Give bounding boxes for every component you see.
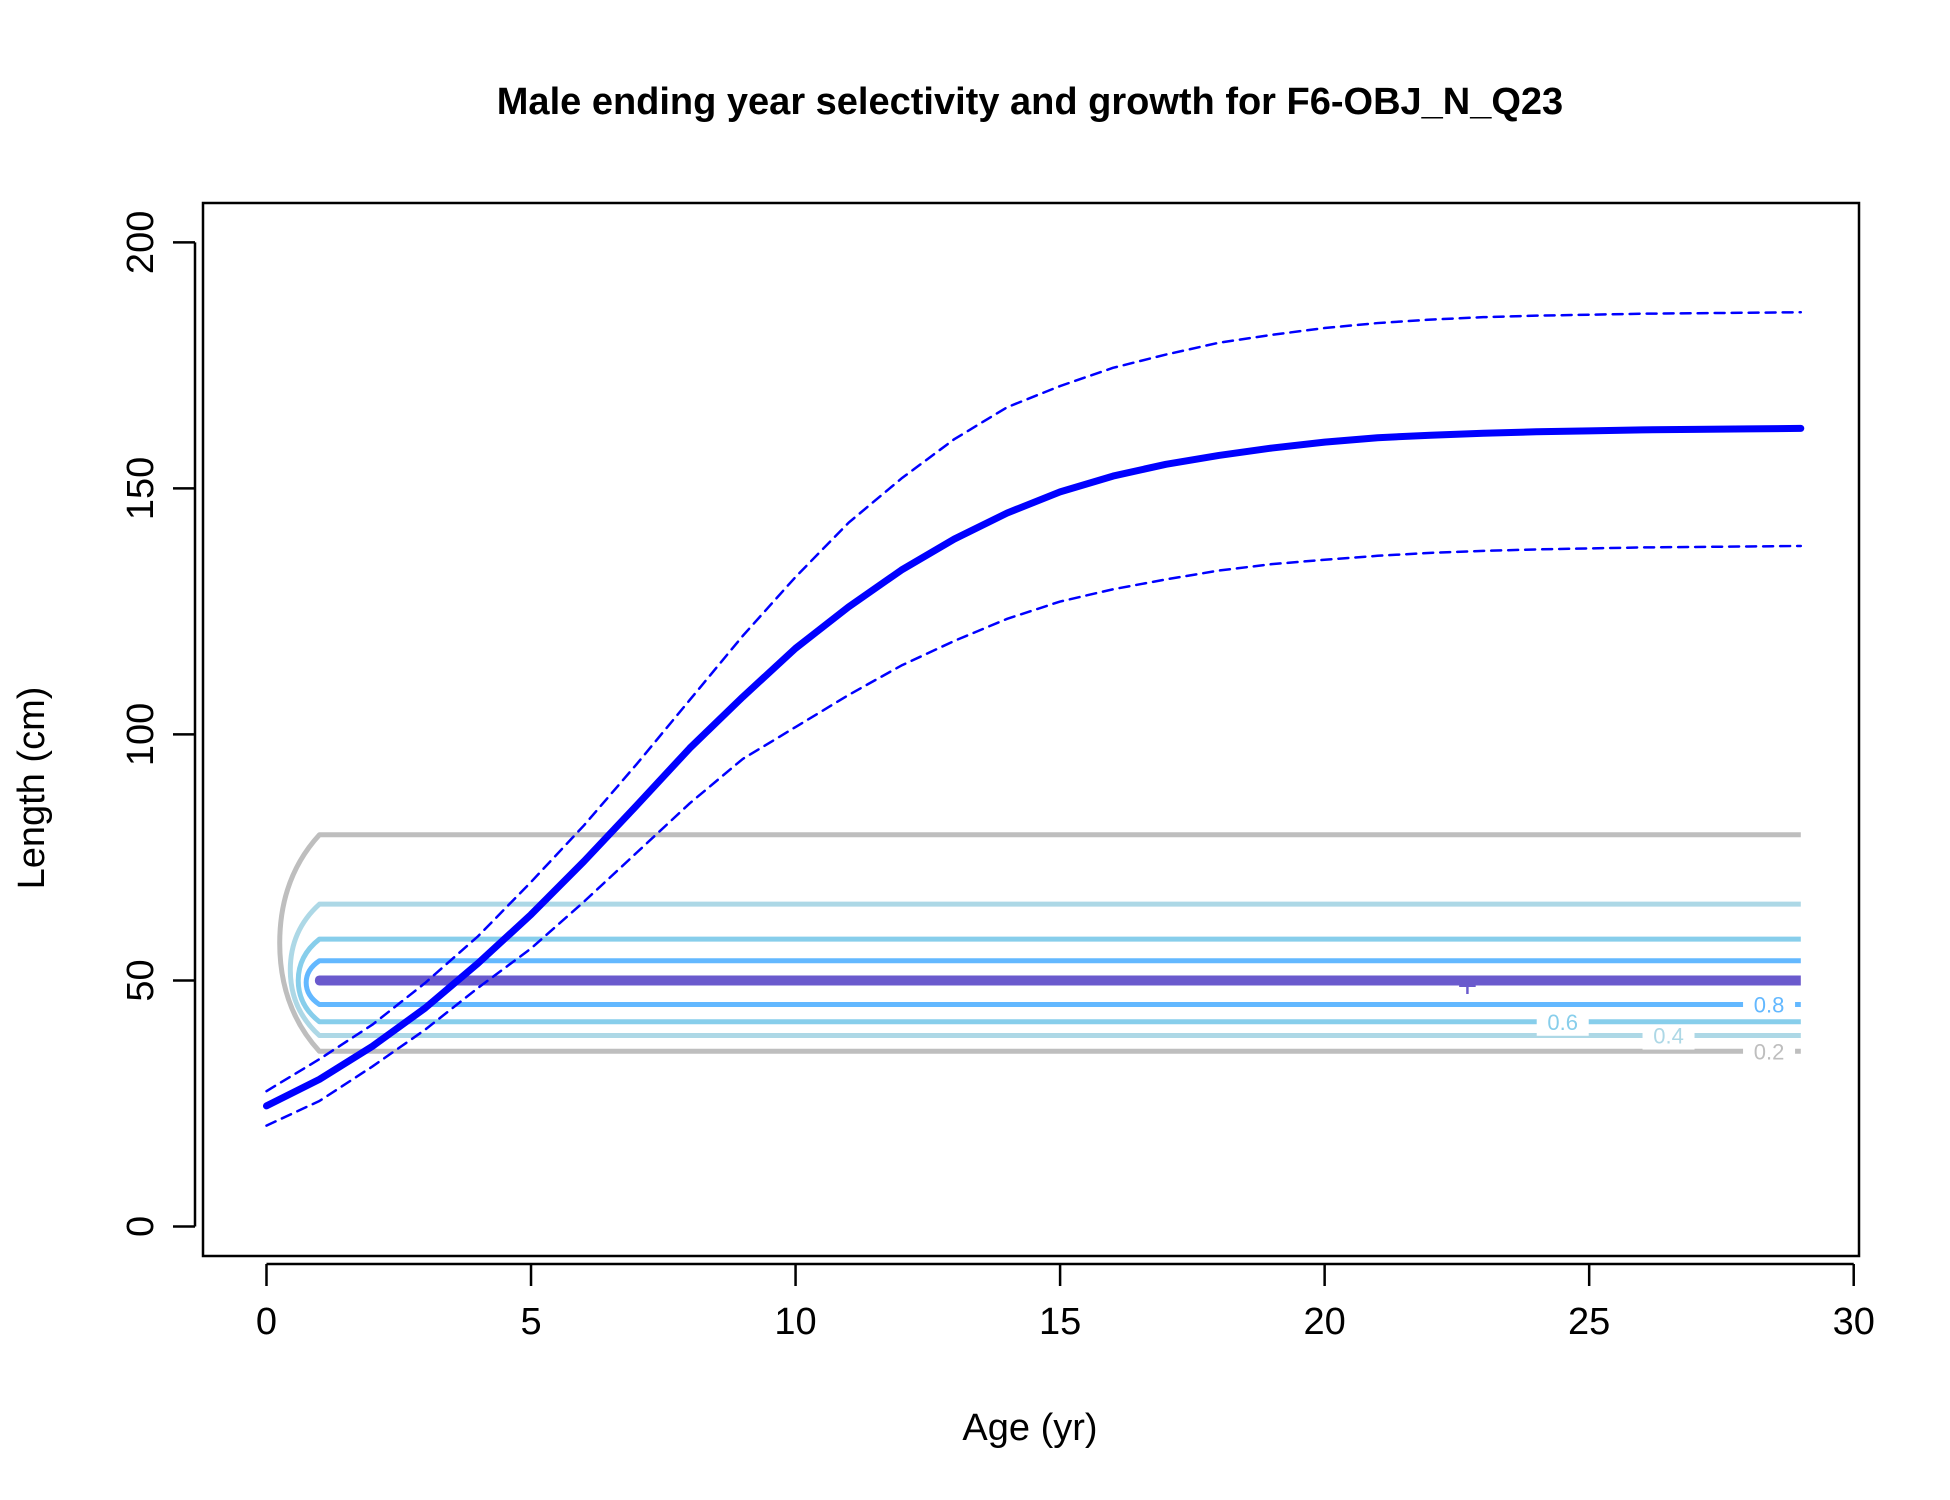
contour-label-bg <box>1536 1007 1589 1036</box>
contour-label-0-2: 0.2 <box>1754 1039 1785 1064</box>
series-layer <box>262 310 1805 1127</box>
y-tick-label: 200 <box>120 211 162 274</box>
selectivity-contour-0-8 <box>303 958 1801 1008</box>
contour-label-0-8: 0.8 <box>1754 993 1785 1018</box>
contour-label-bg <box>1642 1021 1695 1050</box>
x-tick-label: 10 <box>774 1301 816 1343</box>
contour-label-bg <box>1743 1037 1796 1066</box>
axes-layer: 0 5 10 15 20 25 30 0 50 100 150 200 <box>120 211 1875 1343</box>
x-axis-label: Age (yr) <box>962 1407 1097 1449</box>
lower-interval-line <box>265 544 1803 1127</box>
x-tick-label: 0 <box>256 1301 277 1343</box>
contour-label-0-4: 0.4 <box>1653 1024 1684 1049</box>
x-tick-label: 20 <box>1303 1301 1345 1343</box>
plot-frame <box>201 201 1861 1258</box>
y-tick-label: 50 <box>120 959 162 1001</box>
contour-label-0-6: 0.6 <box>1547 1010 1578 1035</box>
selectivity-contour-0-6 <box>295 936 1801 1025</box>
selectivity-contour-0-4 <box>287 901 1801 1039</box>
selectivity-contour-1-0 <box>314 975 1801 986</box>
peak-marker: + <box>1458 967 1478 1005</box>
y-tick-label: 0 <box>120 1216 162 1237</box>
mean-growth-line <box>262 424 1805 1110</box>
x-tick-label: 25 <box>1568 1301 1610 1343</box>
selectivity-contour-0-2 <box>277 832 1801 1054</box>
x-tick-label: 30 <box>1833 1301 1875 1343</box>
y-axis-label: Length (cm) <box>11 687 53 890</box>
contours-layer: 0.2 0.4 0.6 0.8 <box>277 832 1801 1066</box>
chart-title: Male ending year selectivity and growth … <box>497 81 1563 123</box>
upper-interval-line <box>265 310 1803 1093</box>
contour-label-bg <box>1743 990 1796 1019</box>
y-tick-label: 150 <box>120 457 162 520</box>
y-tick-label: 100 <box>120 703 162 766</box>
x-tick-label: 5 <box>520 1301 541 1343</box>
marker-layer: + <box>1458 967 1478 1005</box>
x-tick-label: 15 <box>1039 1301 1081 1343</box>
